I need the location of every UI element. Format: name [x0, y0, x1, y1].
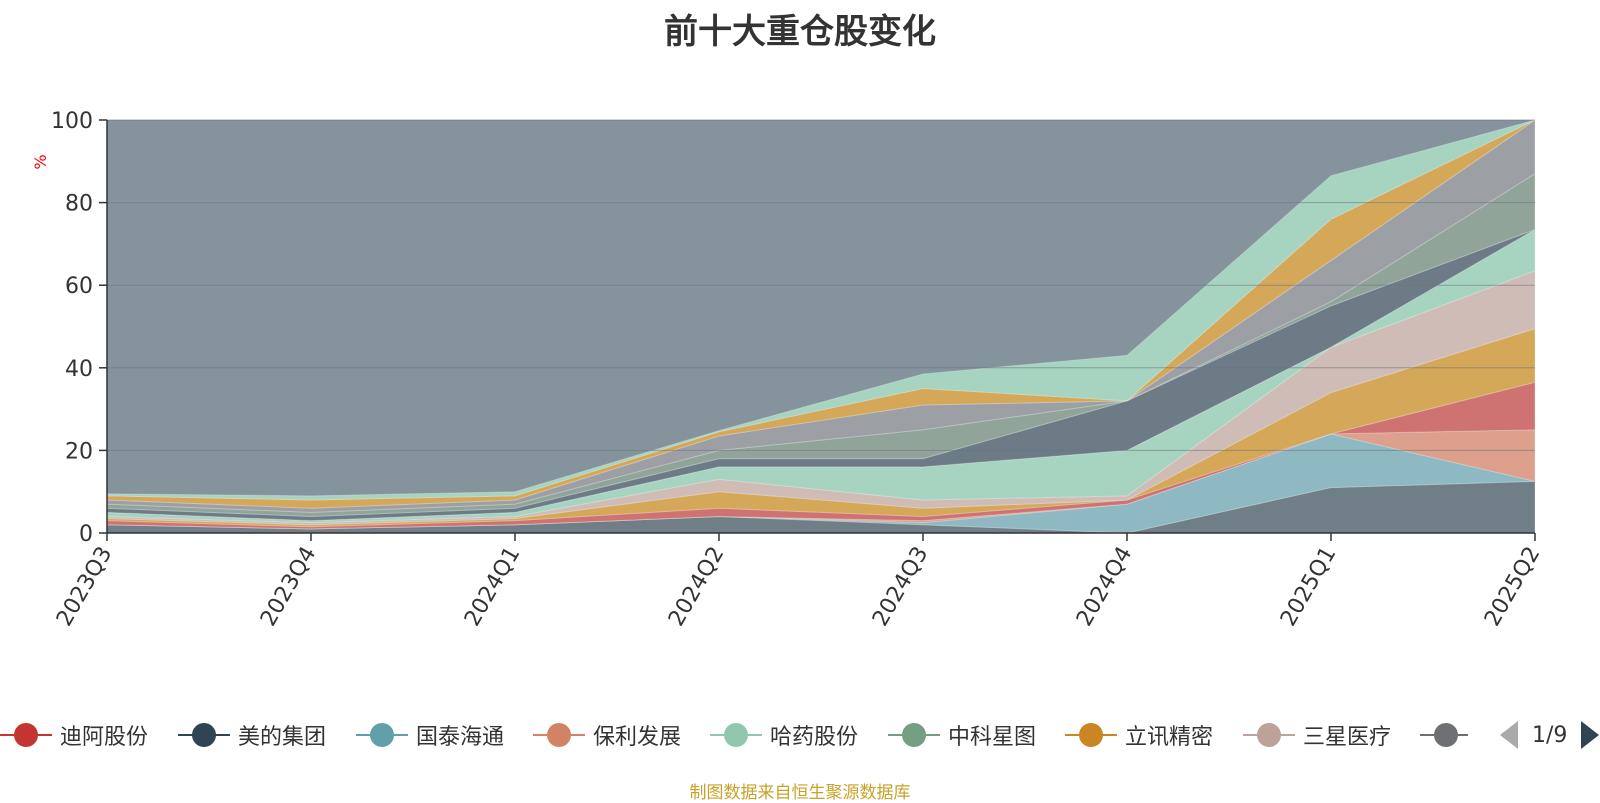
- x-tick-label: 2024Q2: [664, 543, 729, 631]
- legend-marker-icon: [888, 720, 940, 750]
- area-band-4: [106, 327, 1536, 528]
- legend-label: 保利发展: [593, 725, 682, 750]
- y-tick-label: 60: [65, 274, 93, 299]
- legend-marker-icon: [1420, 720, 1472, 750]
- legend-item[interactable]: 保利发展: [533, 712, 681, 758]
- gridlines: [107, 119, 1535, 451]
- legend-label: 美的集团: [238, 725, 327, 750]
- legend-marker-icon: [0, 720, 52, 750]
- legend-item[interactable]: 立讯精密: [1065, 712, 1213, 758]
- legend-item[interactable]: 美的集团: [178, 712, 326, 758]
- x-tick-label: 2023Q4: [256, 543, 321, 631]
- legend-label: 迪阿股份: [60, 725, 149, 750]
- y-tick-label: 100: [51, 109, 93, 134]
- legend-item[interactable]: 哈药股份: [710, 712, 858, 758]
- y-axis-label: %: [31, 154, 50, 169]
- area-band-10: [106, 119, 1536, 509]
- x-tick-label: 2023Q3: [52, 543, 117, 631]
- x-tick-label: 2025Q1: [1276, 543, 1341, 631]
- legend-label: 哈药股份: [770, 725, 859, 750]
- legend-marker-icon: [1243, 720, 1295, 750]
- y-tick-label: 40: [65, 357, 93, 382]
- stacked-area-chart: 0 20 40 60 80 100 2023Q3 2023Q4 2024Q1 2024Q2 2024…: [31, 109, 1545, 631]
- chart-title: 前十大重仓股变化: [664, 12, 936, 52]
- legend-next-page-icon[interactable]: [1581, 721, 1600, 749]
- area-bands: [106, 119, 1536, 534]
- source-note: 制图数据来自恒生聚源数据库: [689, 783, 911, 803]
- legend-label: 国泰海通: [416, 725, 505, 750]
- legend-prev-page-icon[interactable]: [1500, 721, 1518, 749]
- y-tick-label: 20: [65, 439, 93, 464]
- legend-marker-icon: [356, 720, 408, 750]
- legend-marker-icon: [710, 720, 762, 750]
- y-tick-label: 0: [79, 522, 93, 547]
- legend-marker-icon: [178, 720, 230, 750]
- legend-item[interactable]: 三星医疗: [1243, 712, 1391, 758]
- legend-pager: 1/9: [1500, 712, 1600, 758]
- x-tick-label: 2024Q4: [1072, 543, 1137, 631]
- legend-overflow-mask: [1468, 712, 1600, 758]
- legend-marker-icon: [533, 720, 585, 750]
- x-tick-label: 2024Q3: [868, 543, 933, 631]
- x-tick-label: 2024Q1: [460, 543, 525, 631]
- legend-label: 三星医疗: [1303, 725, 1392, 750]
- legend-label: 立讯精密: [1125, 725, 1214, 750]
- y-tick-label: 80: [65, 192, 93, 217]
- legend-page-indicator: 1/9: [1532, 722, 1568, 748]
- legend-marker-icon: [1065, 720, 1117, 750]
- legend-item[interactable]: 中科星图: [888, 712, 1036, 758]
- legend: 迪阿股份美的集团国泰海通保利发展哈药股份中科星图立讯精密三星医疗ﾉ: [0, 712, 1600, 758]
- area-band-5: [106, 270, 1536, 526]
- legend-item[interactable]: 国泰海通: [356, 712, 504, 758]
- legend-item[interactable]: 迪阿股份: [0, 712, 148, 758]
- legend-label: 中科星图: [948, 725, 1037, 750]
- x-tick-label: 2025Q2: [1480, 543, 1545, 631]
- area-band-11: [106, 119, 1536, 501]
